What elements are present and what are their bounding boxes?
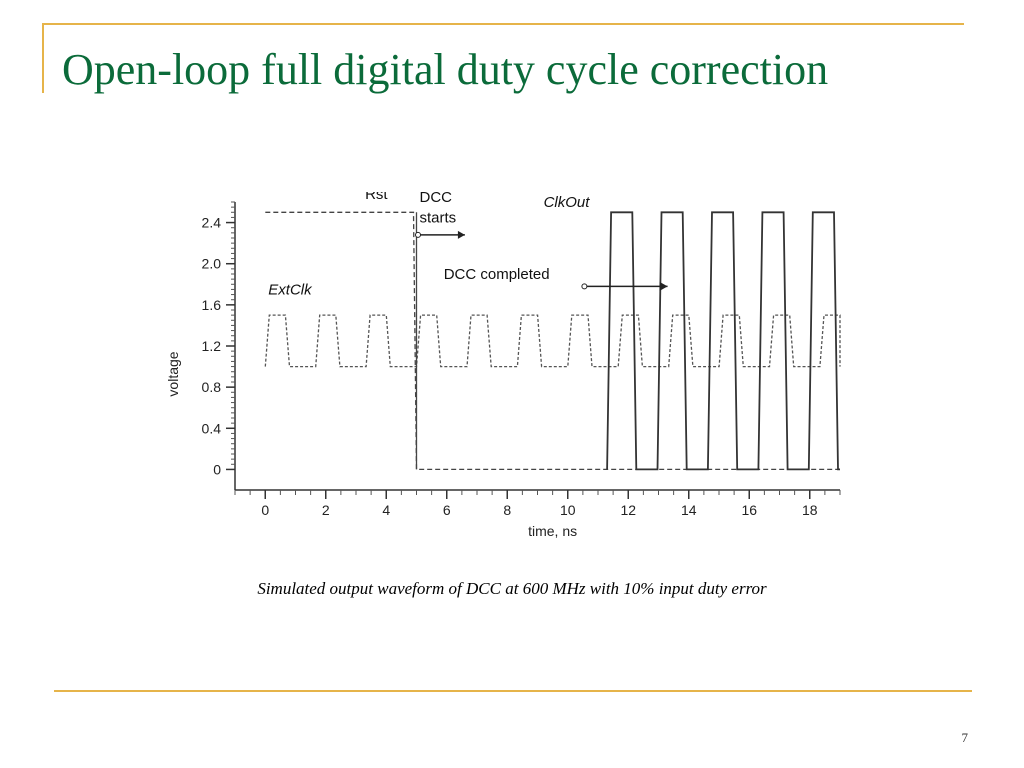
- y-axis-label: voltage: [165, 351, 181, 396]
- annotation-starts: starts: [420, 210, 457, 227]
- x-axis-label: time, ns: [528, 523, 577, 539]
- y-tick-label: 1.2: [202, 338, 222, 354]
- series-line-extclk: [264, 314, 841, 368]
- dcc-starts-arrowhead: [457, 230, 465, 239]
- chart-plot-area: [264, 211, 841, 471]
- annotation-clkout: ClkOut: [544, 194, 591, 211]
- slide-top-rule: [42, 23, 964, 25]
- dcc-completed-marker: [581, 283, 588, 290]
- x-tick-label: 0: [261, 502, 269, 518]
- x-tick-label: 14: [681, 502, 697, 518]
- y-tick-label: 1.6: [202, 297, 222, 313]
- series-line-rst: [265, 211, 840, 471]
- slide-left-rule: [42, 23, 44, 93]
- x-tick-label: 16: [741, 502, 757, 518]
- dcc-starts-marker: [415, 231, 422, 238]
- annotation-extclk: ExtClk: [268, 282, 313, 299]
- figure-caption: Simulated output waveform of DCC at 600 …: [257, 579, 767, 598]
- y-tick-label: 0.4: [202, 420, 222, 436]
- annotation-dcc: DCC: [420, 192, 453, 206]
- x-tick-label: 4: [382, 502, 390, 518]
- y-tick-label: 2.4: [202, 215, 222, 231]
- y-tick-label: 0: [213, 461, 221, 477]
- page-number: 7: [961, 730, 969, 745]
- chart-axes: 0 0.4 0.8 1.2 1.6 2.0 2.4 0 2 4 6 8 10 12 14 16 18: [202, 201, 841, 518]
- y-tick-label: 0.8: [202, 379, 222, 395]
- dcc-completed-arrowhead: [659, 281, 668, 291]
- x-tick-label: 10: [560, 502, 576, 518]
- slide-title: Open-loop full digital duty cycle correc…: [62, 45, 829, 94]
- x-tick-label: 18: [802, 502, 818, 518]
- x-tick-label: 8: [503, 502, 511, 518]
- waveform-chart: 0 0.4 0.8 1.2 1.6 2.0 2.4 0 2 4 6 8 10 12 14 16 18 Rst DC…: [150, 192, 850, 552]
- x-tick-label: 12: [620, 502, 636, 518]
- x-tick-label: 6: [443, 502, 451, 518]
- annotation-dcc-completed: DCC completed: [444, 266, 550, 283]
- chart-annotations: Rst DCC starts ExtClk ClkOut DCC completed: [268, 192, 668, 299]
- slide-bottom-rule: [54, 690, 972, 692]
- annotation-rst: Rst: [365, 192, 388, 203]
- x-tick-label: 2: [322, 502, 330, 518]
- waveform-chart-svg: 0 0.4 0.8 1.2 1.6 2.0 2.4 0 2 4 6 8 10 12 14 16 18 Rst DC…: [165, 192, 841, 539]
- series-line-clkout: [606, 211, 840, 471]
- y-tick-label: 2.0: [202, 256, 222, 272]
